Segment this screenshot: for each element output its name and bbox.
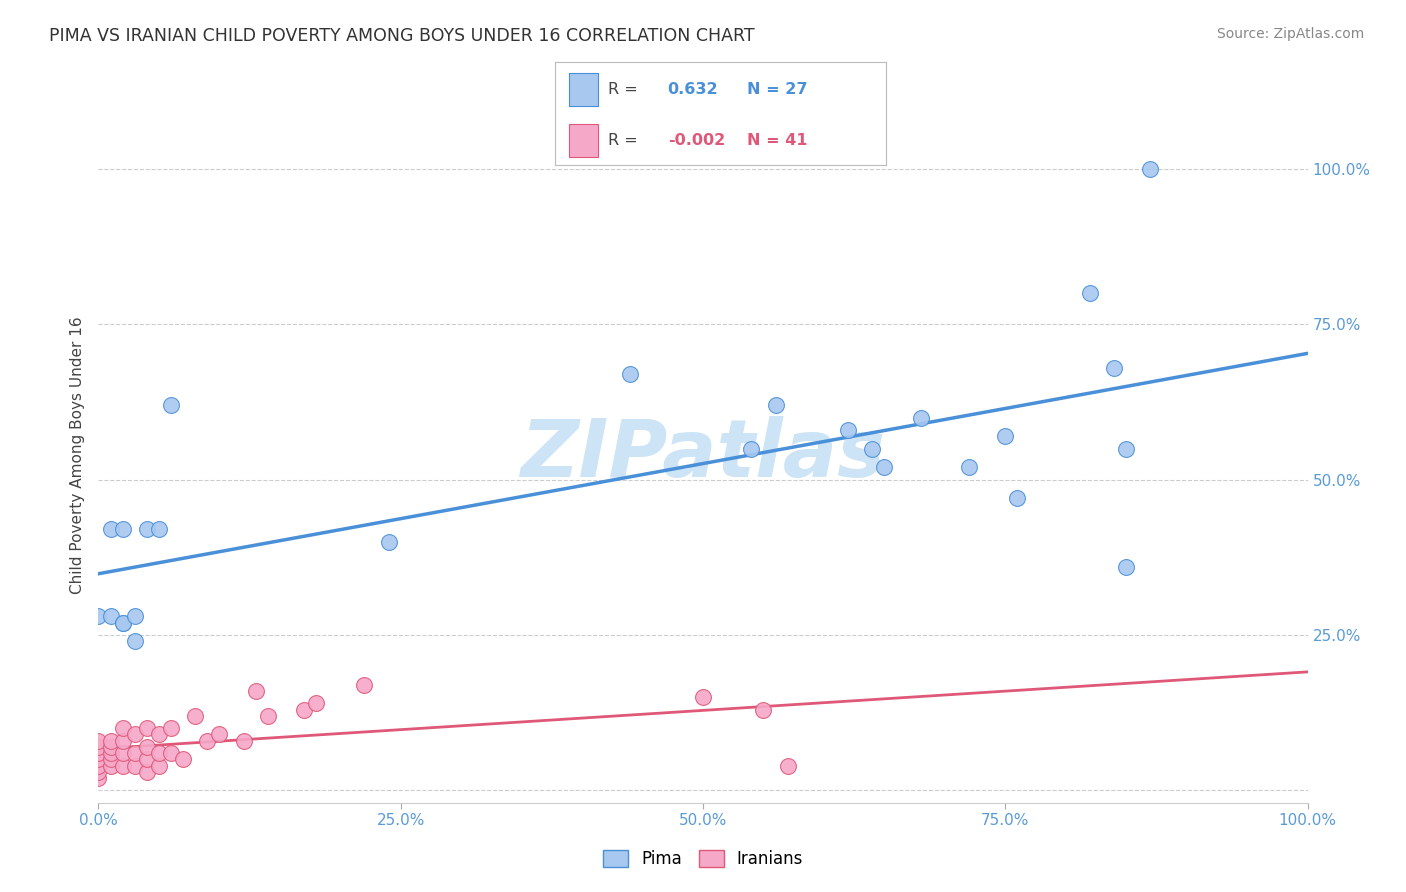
Point [100,523,122,537]
FancyBboxPatch shape [568,124,599,157]
Point [208,727,231,741]
Point [87,733,110,747]
Point [100,752,122,766]
Point [111,523,134,537]
Point [619,367,641,381]
Point [232,733,254,747]
Point [135,739,157,754]
Point [160,398,183,412]
Point [245,684,267,698]
Point [148,727,170,741]
Point [100,746,122,760]
Text: PIMA VS IRANIAN CHILD POVERTY AMONG BOYS UNDER 16 CORRELATION CHART: PIMA VS IRANIAN CHILD POVERTY AMONG BOYS… [49,27,755,45]
Point [87,752,110,766]
Point [100,758,122,772]
Point [1007,491,1029,506]
Point [87,609,110,624]
Point [353,678,375,692]
Text: N = 27: N = 27 [747,81,807,96]
Point [740,442,762,456]
Point [957,460,980,475]
Point [776,758,799,772]
Text: ZIPatlas: ZIPatlas [520,416,886,494]
Point [148,758,170,772]
FancyBboxPatch shape [568,73,599,105]
Point [1102,361,1125,376]
Point [111,721,134,735]
Point [1115,559,1137,574]
Point [160,721,183,735]
Point [87,764,110,779]
Point [910,410,932,425]
Point [124,609,146,624]
Text: R =: R = [609,133,638,148]
Point [305,697,328,711]
Point [111,758,134,772]
Point [752,703,775,717]
Text: R =: R = [609,81,638,96]
Point [135,721,157,735]
Point [292,703,315,717]
Point [148,523,170,537]
Point [148,746,170,760]
Point [377,534,399,549]
Point [124,727,146,741]
Text: 0.632: 0.632 [668,81,718,96]
Point [1078,286,1101,301]
Point [195,733,218,747]
Point [1139,162,1161,177]
Point [87,758,110,772]
Point [100,733,122,747]
Point [100,739,122,754]
Text: -0.002: -0.002 [668,133,725,148]
Point [135,764,157,779]
Point [1115,442,1137,456]
Point [87,746,110,760]
Point [111,615,134,630]
Point [111,615,134,630]
Point [124,758,146,772]
Point [256,708,278,723]
Point [135,523,157,537]
Point [765,398,787,412]
Point [994,429,1017,443]
Point [111,733,134,747]
Text: Source: ZipAtlas.com: Source: ZipAtlas.com [1216,27,1364,41]
Point [135,752,157,766]
Point [87,771,110,785]
Point [100,609,122,624]
Point [692,690,714,705]
Legend: Pima, Iranians: Pima, Iranians [596,843,810,874]
Point [860,442,883,456]
Point [111,746,134,760]
Y-axis label: Child Poverty Among Boys Under 16: Child Poverty Among Boys Under 16 [70,316,86,594]
Point [124,746,146,760]
Text: N = 41: N = 41 [747,133,807,148]
Point [160,746,183,760]
Point [184,708,207,723]
Point [87,739,110,754]
Point [873,460,896,475]
Point [124,634,146,648]
Point [837,423,859,437]
Point [172,752,194,766]
